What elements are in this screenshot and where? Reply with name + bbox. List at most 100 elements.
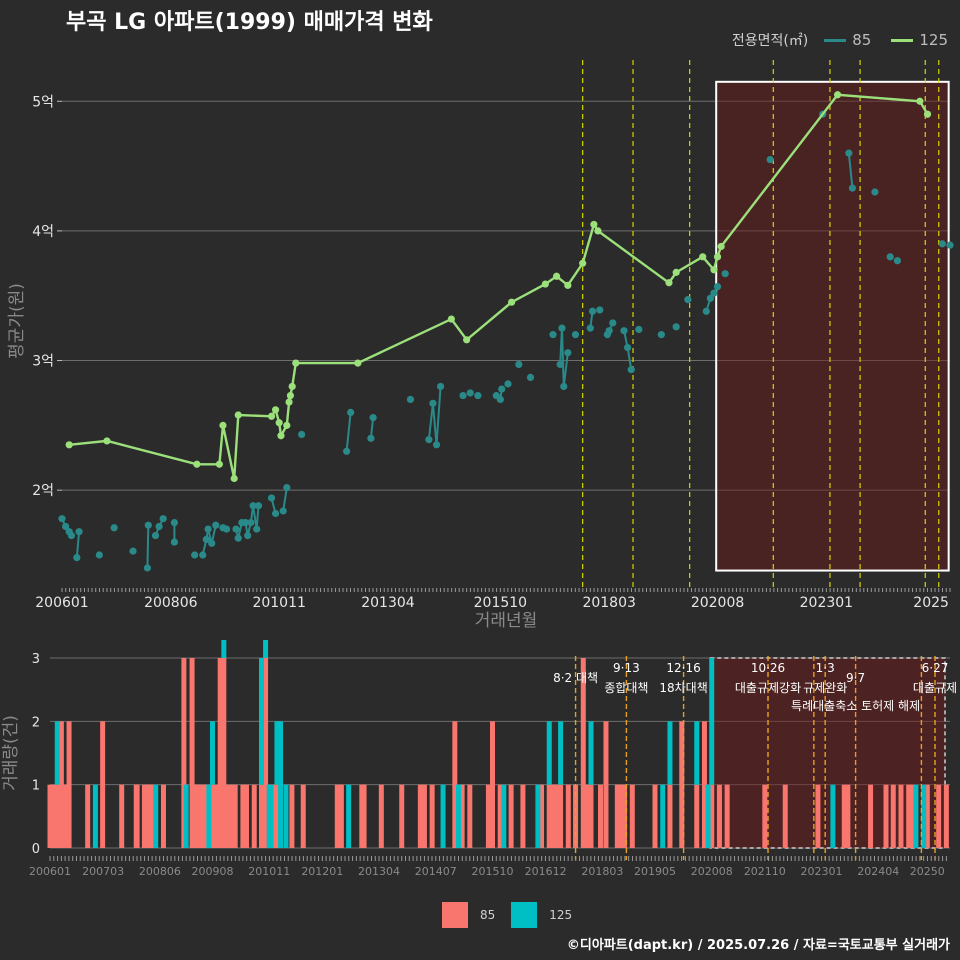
policy-date-label: 12·16 <box>666 661 700 675</box>
series-85-point <box>938 240 946 248</box>
bar-125 <box>535 784 541 848</box>
series-85-segment <box>255 505 260 530</box>
series-85-point <box>73 553 81 562</box>
policy-date-label: 9·13 <box>613 661 640 675</box>
series-85-point <box>498 385 506 393</box>
series-85-point <box>571 331 580 339</box>
bar-85 <box>149 784 155 848</box>
series-125-point <box>215 460 223 468</box>
series-85-point <box>202 535 210 544</box>
series-85-point <box>75 528 83 536</box>
policy-label: 9·7 <box>846 671 865 685</box>
bar-125 <box>153 784 159 848</box>
series-85-point <box>684 296 692 304</box>
bar-85 <box>378 784 384 848</box>
bar-85 <box>338 784 344 848</box>
bar-125 <box>921 784 927 848</box>
price-chart: 2억 3억 4억 5억 200601 200806 201011 201304 201510 20… <box>7 60 954 631</box>
series-85-point <box>560 382 568 391</box>
bar-125 <box>588 721 594 785</box>
series-125-point <box>285 398 293 406</box>
series-85-point <box>466 389 474 397</box>
bar-85 <box>229 784 235 848</box>
bar-85 <box>209 784 215 848</box>
series-85-point <box>170 538 179 546</box>
policy-date-label: 6·27 <box>922 661 949 675</box>
bar-85 <box>694 784 700 848</box>
policy-label: 8·2 대책 <box>553 670 598 685</box>
bar-125 <box>346 784 352 848</box>
bar-85 <box>134 784 140 848</box>
series-85-point <box>564 349 572 357</box>
bar-85 <box>274 784 280 848</box>
bar-85 <box>417 784 423 848</box>
series-85-point <box>208 539 216 547</box>
bar-125 <box>274 721 280 785</box>
series-125-point <box>103 437 111 445</box>
x-tick-label: 201803 <box>582 595 635 611</box>
legend: 전용면적(㎡) 85 125 <box>732 30 948 50</box>
series-85-point <box>170 518 179 527</box>
x-tick-label: 2025 <box>913 595 949 611</box>
bar-85 <box>232 784 238 848</box>
series-85-point <box>247 518 255 527</box>
series-85-point <box>620 327 628 335</box>
x-tick-label: 201803 <box>581 865 623 878</box>
bar-85 <box>845 784 851 848</box>
series-125-point <box>271 406 280 414</box>
bar-85 <box>66 721 72 848</box>
policy-label: 종합대책 <box>604 680 648 695</box>
legend-title: 전용면적(㎡) <box>731 33 809 49</box>
series-85-point <box>406 395 415 404</box>
bar-85 <box>883 784 889 848</box>
y-tick-label: 2억 <box>32 483 54 499</box>
bar-125 <box>694 721 700 785</box>
bar-85 <box>141 784 147 848</box>
series-85-point <box>710 289 718 297</box>
series-125-point <box>590 220 598 229</box>
series-85-segment <box>427 403 434 440</box>
series-85-point <box>425 436 433 444</box>
series-85-point <box>347 408 355 416</box>
bar-85 <box>584 784 590 848</box>
series-125-point <box>234 411 242 419</box>
bar-85 <box>622 784 628 848</box>
legend-label-85: 85 <box>852 31 872 49</box>
bar-85 <box>598 784 604 848</box>
y-axis-title: 평균가(원) <box>7 283 27 359</box>
series-125-point <box>552 272 561 280</box>
bar-85 <box>58 721 64 848</box>
series-85-point <box>204 525 212 533</box>
series-85-point <box>67 531 76 540</box>
x-tick-label: 202301 <box>801 865 843 878</box>
x-tick-label: 200703 <box>82 865 124 878</box>
bar-85 <box>841 784 847 848</box>
policy-label: 18차대책 <box>659 680 707 695</box>
bar-85 <box>679 721 685 848</box>
bar-85 <box>890 784 896 848</box>
series-85-point <box>143 564 152 572</box>
series-85-point <box>234 534 242 542</box>
bar-125 <box>54 721 60 785</box>
bar-85 <box>520 784 526 848</box>
bar-legend: 85 125 <box>442 902 588 928</box>
bar-125 <box>455 784 461 848</box>
bar-85 <box>258 784 264 848</box>
series-85-point <box>556 360 564 369</box>
bar-85 <box>701 721 707 848</box>
bar-125 <box>913 784 919 848</box>
series-125-point <box>923 110 932 118</box>
series-125-point <box>463 336 471 344</box>
x-tick-label: 200601 <box>29 865 71 878</box>
series-85-point <box>627 366 635 374</box>
series-85-point <box>596 306 604 314</box>
series-125-point <box>288 382 296 391</box>
series-85-segment <box>345 412 352 452</box>
bar-85 <box>145 784 151 848</box>
legend-label-125: 125 <box>919 31 948 49</box>
series-125-point <box>354 359 362 367</box>
series-85-point <box>61 522 70 531</box>
bar-125 <box>268 784 274 848</box>
y-tick-label: 1 <box>32 779 40 794</box>
series-85-point <box>279 507 287 515</box>
